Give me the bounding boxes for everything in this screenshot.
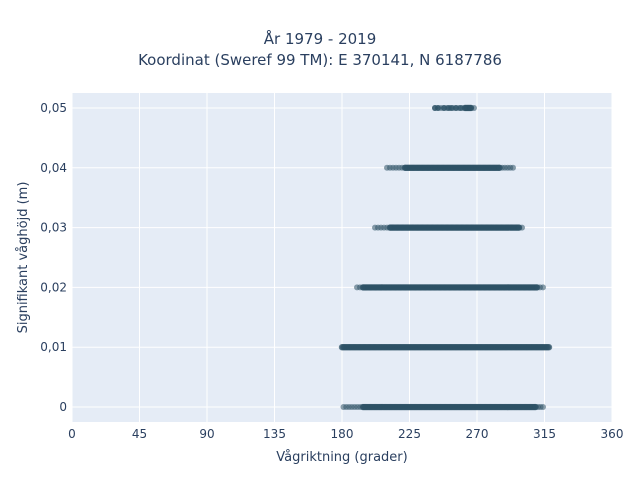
y-axis-title: Signifikant våghöjd (m) (16, 182, 31, 334)
x-tick-label: 270 (466, 427, 489, 441)
data-point (519, 224, 525, 231)
data-points (338, 104, 553, 411)
y-tick-label: 0,05 (40, 101, 67, 115)
x-tick-label: 180 (331, 427, 354, 441)
y-tick-label: 0 (59, 400, 67, 414)
data-point (387, 224, 393, 231)
data-point (545, 344, 553, 351)
y-tick-label: 0,04 (40, 161, 67, 175)
y-axis-ticks: 0 0,01 0,02 0,03 0,04 0,05 (40, 101, 67, 414)
x-tick-label: 315 (533, 427, 556, 441)
x-axis-ticks: 0 45 90 135 180 225 270 315 360 (68, 427, 623, 441)
data-point (540, 284, 546, 291)
data-point (462, 104, 468, 111)
x-tick-label: 0 (68, 427, 76, 441)
data-point (360, 284, 366, 291)
x-tick-label: 225 (398, 427, 421, 441)
chart-title-line-2: Koordinat (Sweref 99 TM): E 370141, N 61… (138, 51, 502, 69)
data-point (510, 164, 516, 171)
y-tick-label: 0,03 (40, 221, 67, 235)
data-point (471, 104, 477, 111)
x-tick-label: 360 (601, 427, 624, 441)
x-tick-label: 135 (263, 427, 286, 441)
x-tick-label: 45 (132, 427, 147, 441)
chart-title-line-1: År 1979 - 2019 (263, 30, 377, 48)
data-point (448, 104, 455, 111)
y-tick-label: 0,02 (40, 280, 67, 294)
y-tick-label: 0,01 (40, 340, 67, 354)
data-point (453, 104, 459, 111)
x-tick-label: 90 (199, 427, 214, 441)
data-point (360, 404, 366, 411)
data-point (457, 104, 464, 111)
x-axis-title: Vågriktning (grader) (276, 450, 407, 465)
data-point (435, 104, 441, 111)
data-point (402, 164, 408, 171)
data-point (441, 104, 447, 111)
data-point (540, 404, 546, 411)
